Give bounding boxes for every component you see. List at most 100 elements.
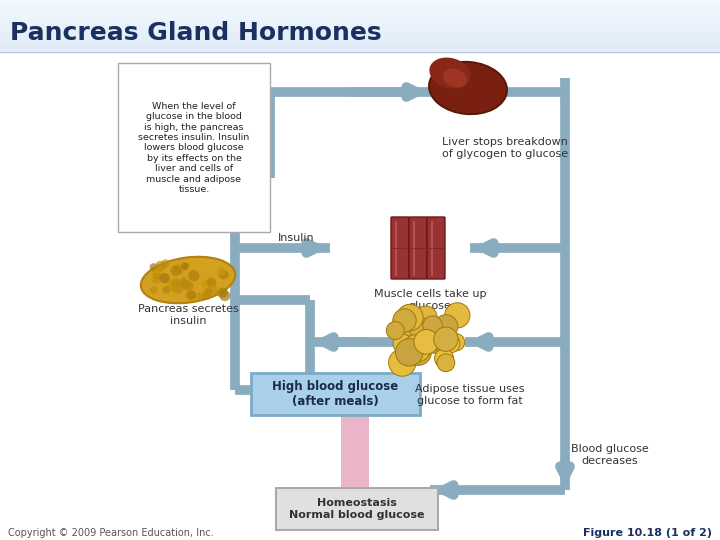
Circle shape: [397, 305, 423, 331]
Circle shape: [167, 281, 177, 291]
Bar: [0, 4, 720, 5]
Bar: [0, 39, 720, 40]
Circle shape: [414, 329, 438, 354]
Bar: [0, 16, 720, 17]
Circle shape: [393, 334, 413, 354]
Bar: [0, 2, 720, 3]
Circle shape: [152, 275, 161, 284]
Text: Blood glucose
decreases: Blood glucose decreases: [571, 444, 649, 466]
Circle shape: [153, 273, 160, 279]
Circle shape: [161, 259, 170, 268]
Text: Muscle cells take up
glucose: Muscle cells take up glucose: [374, 289, 486, 311]
Bar: [0, 14, 720, 15]
Circle shape: [186, 290, 196, 300]
Circle shape: [185, 281, 194, 290]
Circle shape: [401, 327, 428, 354]
Circle shape: [435, 349, 454, 368]
Bar: [0, 20, 720, 21]
FancyBboxPatch shape: [427, 217, 445, 279]
Circle shape: [410, 318, 432, 340]
Circle shape: [184, 262, 189, 269]
Text: Pancreas secretes
insulin: Pancreas secretes insulin: [138, 304, 238, 326]
Bar: [0, 36, 720, 37]
Bar: [0, 17, 720, 18]
Circle shape: [172, 282, 184, 294]
Bar: [0, 21, 720, 22]
Text: Liver stops breakdown
of glycogen to glucose: Liver stops breakdown of glycogen to glu…: [442, 137, 568, 159]
Bar: [0, 44, 720, 45]
Circle shape: [386, 321, 404, 340]
Bar: [0, 19, 720, 20]
Bar: [0, 18, 720, 19]
Circle shape: [217, 267, 226, 275]
Circle shape: [188, 291, 197, 299]
Circle shape: [171, 278, 181, 288]
Bar: [0, 48, 720, 49]
Circle shape: [433, 327, 458, 352]
Bar: [0, 35, 720, 36]
Bar: [0, 45, 720, 46]
Circle shape: [405, 339, 431, 366]
Circle shape: [150, 263, 158, 271]
Bar: [0, 8, 720, 9]
Circle shape: [196, 293, 204, 301]
Bar: [0, 9, 720, 10]
Bar: [0, 31, 720, 32]
Text: Adipose tissue uses
glucose to form fat: Adipose tissue uses glucose to form fat: [415, 384, 525, 406]
Bar: [0, 34, 720, 35]
Circle shape: [156, 261, 166, 271]
Circle shape: [218, 270, 228, 280]
FancyBboxPatch shape: [391, 217, 409, 279]
Bar: [0, 40, 720, 41]
Circle shape: [203, 292, 211, 300]
Bar: [0, 12, 720, 13]
Circle shape: [222, 271, 230, 279]
Circle shape: [207, 285, 217, 295]
Bar: [0, 3, 720, 4]
Ellipse shape: [443, 69, 467, 87]
Text: High blood glucose
(after meals): High blood glucose (after meals): [272, 380, 398, 408]
Bar: [0, 23, 720, 24]
FancyBboxPatch shape: [118, 63, 270, 232]
Bar: [0, 42, 720, 43]
Bar: [0, 25, 720, 26]
FancyBboxPatch shape: [251, 373, 420, 415]
Circle shape: [434, 315, 458, 339]
Bar: [0, 47, 720, 48]
Circle shape: [423, 316, 442, 335]
Bar: [0, 22, 720, 23]
Text: Figure 10.18 (1 of 2): Figure 10.18 (1 of 2): [583, 528, 712, 538]
FancyBboxPatch shape: [276, 488, 438, 530]
Circle shape: [174, 264, 185, 274]
Bar: [0, 43, 720, 44]
Circle shape: [207, 278, 216, 287]
Text: Pancreas Gland Hormones: Pancreas Gland Hormones: [10, 21, 382, 45]
Circle shape: [152, 268, 163, 279]
Circle shape: [442, 335, 460, 353]
Bar: [0, 27, 720, 28]
Bar: [0, 6, 720, 7]
Bar: [0, 33, 720, 34]
Text: Insulin: Insulin: [278, 233, 315, 243]
Circle shape: [202, 289, 212, 299]
Bar: [0, 5, 720, 6]
Circle shape: [215, 289, 222, 296]
FancyArrow shape: [328, 380, 382, 490]
Bar: [0, 15, 720, 16]
Bar: [0, 13, 720, 14]
Bar: [0, 26, 720, 27]
Circle shape: [412, 309, 431, 328]
Bar: [0, 10, 720, 11]
Bar: [0, 38, 720, 39]
Bar: [0, 49, 720, 50]
Bar: [0, 37, 720, 38]
Circle shape: [445, 303, 470, 328]
Circle shape: [393, 309, 416, 332]
Bar: [0, 11, 720, 12]
Circle shape: [181, 280, 192, 290]
Bar: [0, 32, 720, 33]
Bar: [0, 7, 720, 8]
Bar: [0, 29, 720, 30]
Circle shape: [435, 335, 454, 354]
Circle shape: [150, 286, 158, 294]
